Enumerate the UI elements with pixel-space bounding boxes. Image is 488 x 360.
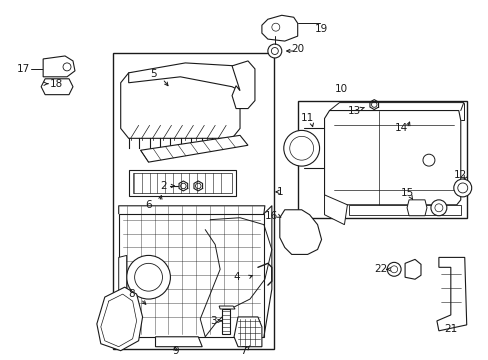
Text: 4: 4 bbox=[233, 272, 240, 282]
Polygon shape bbox=[119, 214, 264, 337]
Text: 11: 11 bbox=[301, 113, 314, 123]
Text: 14: 14 bbox=[394, 123, 407, 134]
Bar bbox=[222, 309, 230, 334]
Polygon shape bbox=[234, 317, 262, 347]
Text: 18: 18 bbox=[49, 79, 62, 89]
Polygon shape bbox=[436, 257, 466, 331]
Text: 17: 17 bbox=[17, 64, 30, 74]
Text: 8: 8 bbox=[128, 289, 135, 299]
Text: 6: 6 bbox=[145, 200, 152, 210]
Circle shape bbox=[457, 183, 467, 193]
Circle shape bbox=[271, 23, 279, 31]
Text: 20: 20 bbox=[290, 44, 304, 54]
Text: 3: 3 bbox=[209, 316, 216, 326]
Text: 13: 13 bbox=[347, 105, 360, 116]
Bar bbox=[113, 53, 273, 349]
Circle shape bbox=[134, 264, 162, 291]
Text: 22: 22 bbox=[374, 264, 387, 274]
Circle shape bbox=[434, 204, 442, 212]
Circle shape bbox=[289, 136, 313, 160]
Text: 9: 9 bbox=[172, 346, 178, 356]
Circle shape bbox=[453, 179, 471, 197]
Polygon shape bbox=[404, 260, 420, 279]
Polygon shape bbox=[128, 63, 240, 91]
Bar bbox=[128, 170, 236, 196]
Polygon shape bbox=[97, 287, 142, 351]
Polygon shape bbox=[349, 205, 460, 215]
Text: 10: 10 bbox=[334, 84, 347, 94]
Polygon shape bbox=[43, 56, 75, 77]
Text: 19: 19 bbox=[314, 24, 327, 34]
Polygon shape bbox=[119, 255, 126, 299]
Circle shape bbox=[390, 266, 397, 273]
Text: 16: 16 bbox=[264, 211, 278, 221]
Text: 5: 5 bbox=[150, 69, 157, 79]
Text: 1: 1 bbox=[276, 187, 283, 197]
Circle shape bbox=[386, 262, 400, 276]
Polygon shape bbox=[232, 61, 254, 109]
Circle shape bbox=[63, 63, 71, 71]
Circle shape bbox=[271, 48, 278, 54]
Text: 2: 2 bbox=[160, 181, 166, 191]
Text: 21: 21 bbox=[443, 324, 456, 334]
Circle shape bbox=[267, 44, 281, 58]
Polygon shape bbox=[324, 195, 346, 225]
Circle shape bbox=[283, 130, 319, 166]
Circle shape bbox=[422, 154, 434, 166]
Text: 7: 7 bbox=[239, 346, 246, 356]
Bar bbox=[132, 173, 232, 193]
Polygon shape bbox=[41, 79, 73, 95]
Polygon shape bbox=[141, 135, 247, 162]
Polygon shape bbox=[406, 200, 426, 216]
Polygon shape bbox=[121, 73, 240, 138]
Text: 15: 15 bbox=[400, 188, 413, 198]
Circle shape bbox=[126, 255, 170, 299]
Bar bbox=[297, 100, 466, 218]
Text: 12: 12 bbox=[453, 170, 467, 180]
Polygon shape bbox=[279, 210, 321, 255]
Polygon shape bbox=[155, 337, 202, 347]
Circle shape bbox=[430, 200, 446, 216]
Polygon shape bbox=[262, 15, 297, 41]
Polygon shape bbox=[219, 306, 235, 309]
Polygon shape bbox=[324, 111, 460, 205]
